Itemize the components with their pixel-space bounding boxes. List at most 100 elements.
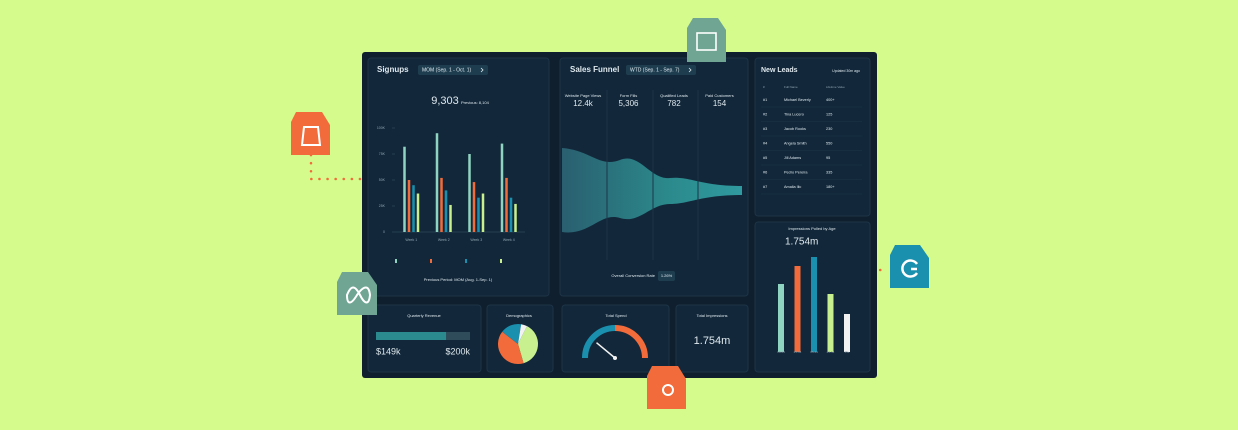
x-tick-label: Week 2 [438, 238, 450, 242]
cell: Jill Adams [784, 156, 801, 160]
cell: #5 [763, 156, 767, 160]
cell: Pedro Pereira [784, 171, 808, 175]
updated: Updated 30m ago [832, 69, 860, 73]
funnel-dividers [606, 90, 699, 260]
stat-label: Form Fills [620, 93, 638, 98]
gauge-needle [596, 342, 616, 359]
y-tick-label: 50K [379, 178, 386, 182]
bar [481, 193, 485, 232]
bar [468, 154, 471, 232]
big-number: 1.754m [785, 237, 818, 248]
legend-swatch [465, 259, 467, 263]
cell: Amalia Ilic [784, 185, 801, 189]
cell: #4 [763, 142, 767, 146]
legend-swatch [500, 259, 502, 263]
cell: 400+ [826, 98, 835, 102]
panel-title: Total Spend [605, 313, 626, 318]
previous: Previous: 8,104 [461, 100, 490, 105]
bar [505, 177, 508, 232]
cell: #7 [763, 185, 767, 189]
column-header: # [763, 85, 765, 89]
panel-title: Signups [377, 65, 409, 74]
panel [675, 304, 749, 373]
cell: #1 [763, 98, 767, 102]
cell: Tina Lucero [784, 113, 804, 117]
revenue-current: $149k [376, 346, 401, 356]
big-number: 9,303 [431, 95, 459, 107]
shopify-icon [291, 112, 330, 155]
cell: 230 [826, 127, 832, 131]
conversion-value: 1.26% [661, 273, 673, 278]
hubspot-glyph [662, 384, 674, 396]
stat-label: Website Page Views [565, 93, 602, 98]
stat-value: 154 [713, 99, 727, 108]
x-tick-label: Week 1 [405, 238, 417, 242]
google-icon [890, 245, 929, 288]
cell: Michael Beverly [784, 98, 811, 102]
column-header: Lifetime Value [826, 85, 845, 89]
cell: 95 [826, 156, 830, 160]
hubspot-icon [647, 366, 686, 409]
excel-glyph [696, 32, 717, 51]
y-tick-label: 100K [377, 126, 386, 130]
x-tick-label: Week 4 [503, 238, 515, 242]
cell: Angela Smith [784, 142, 807, 146]
pie-slice [498, 331, 524, 364]
bar [827, 294, 834, 352]
x-tick-label: 18-24 [777, 350, 785, 354]
cell: Jacob Rooks [784, 127, 806, 131]
panel-title: Quarterly Revenue [407, 313, 441, 318]
excel-icon [687, 18, 726, 62]
range-pill [626, 65, 696, 75]
bar [477, 197, 480, 232]
stat-value: 5,306 [618, 99, 639, 108]
pie-slice [502, 324, 522, 344]
range-pill [418, 65, 488, 75]
shopify-glyph [300, 126, 322, 146]
stat-value: 782 [667, 99, 681, 108]
bar [472, 182, 476, 232]
range-label: MOM (Sep. 1 - Oct. 1) [422, 67, 472, 73]
cell: 335 [826, 171, 832, 175]
gauge-arc [614, 325, 648, 359]
panel-title: Sales Funnel [570, 65, 619, 74]
chevron [688, 67, 692, 73]
y-tick-label: 75K [379, 152, 386, 156]
bar [778, 284, 784, 352]
legend-swatch [430, 259, 432, 263]
bar [449, 204, 452, 232]
bar [844, 314, 850, 352]
panel [754, 57, 871, 217]
bar [435, 133, 439, 232]
meta-glyph [345, 286, 372, 304]
x-tick-label: 45-54 [827, 350, 835, 354]
x-tick-label: 55+ [844, 350, 849, 354]
google-glyph [901, 259, 919, 278]
cell: 550 [826, 142, 832, 146]
y-tick-label: 0 [383, 230, 385, 234]
bar [794, 266, 801, 352]
cell: 180+ [826, 185, 835, 189]
gauge-hub [613, 356, 617, 360]
bar [514, 203, 517, 232]
bar [509, 197, 513, 232]
cell: #3 [763, 127, 767, 131]
bar [403, 146, 406, 232]
bar [412, 185, 415, 232]
x-tick-label: Week 3 [470, 238, 482, 242]
panel-title: New Leads [761, 67, 798, 74]
x-tick-label: 35-44 [810, 350, 818, 354]
range-label: WTD (Sep. 1 - Sep. 7) [630, 67, 680, 73]
pie-slice [518, 324, 528, 344]
progress-fill [376, 332, 447, 340]
y-tick-label: 25K [379, 204, 386, 208]
pie-slice [518, 326, 538, 364]
bar [811, 257, 817, 352]
conversion-label: Overall Conversion Rate [611, 273, 655, 278]
stat-value: 12.4k [573, 99, 594, 108]
revenue-goal: $200k [445, 346, 470, 356]
cell: #2 [763, 113, 767, 117]
connector [309, 153, 407, 181]
conversion-pill [658, 271, 675, 281]
